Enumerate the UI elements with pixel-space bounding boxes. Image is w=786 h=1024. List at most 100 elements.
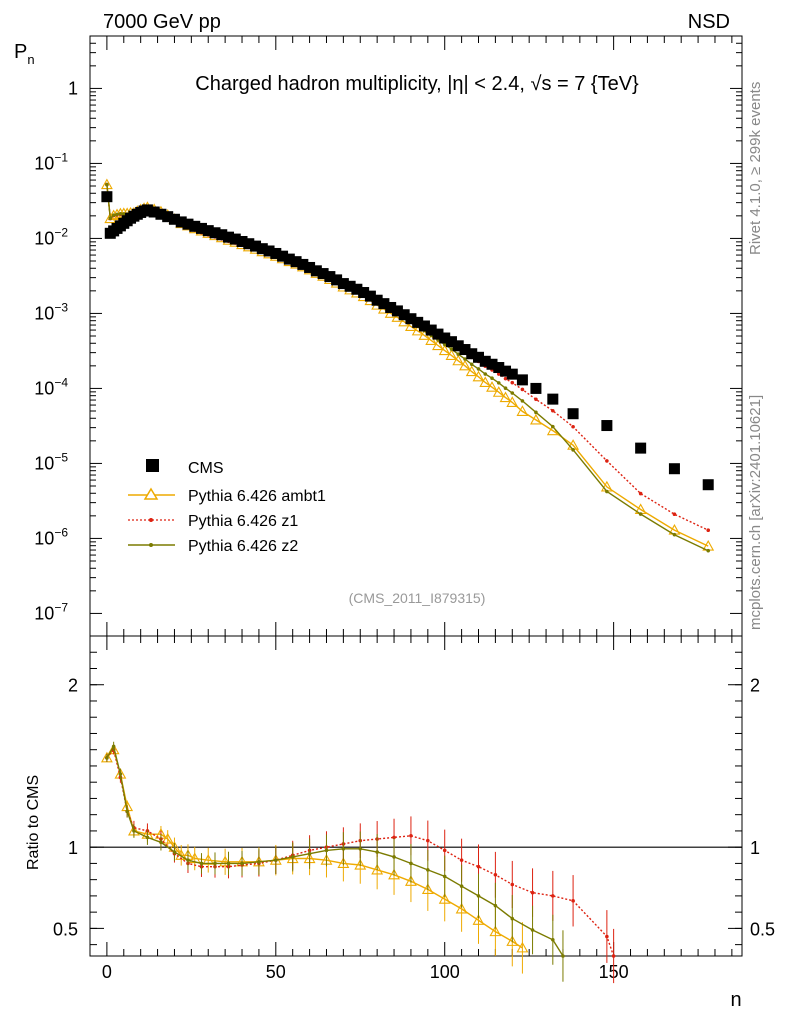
cms-data-point — [530, 382, 542, 394]
cms-data-point — [317, 268, 329, 280]
mc-main-point — [476, 367, 481, 371]
cms-data-point — [216, 229, 228, 241]
mc-ratio-point — [426, 868, 430, 872]
cms-data-point — [398, 309, 410, 321]
analysis-tag: (CMS_2011_I879315) — [349, 590, 486, 606]
mc-main-point — [472, 370, 485, 382]
cms-data-point — [256, 243, 268, 255]
mc-ratio-point — [354, 858, 367, 870]
mc-ratio-point — [605, 934, 609, 939]
cms-data-point — [148, 206, 160, 218]
header-process-label: NSD — [688, 11, 730, 33]
cms-data-point — [155, 208, 167, 220]
mc-main-point — [520, 399, 525, 403]
mc-ratio-point — [226, 861, 231, 866]
mc-main-point — [121, 212, 126, 216]
mc-ratio-point — [472, 914, 485, 925]
mc-main-point — [118, 211, 123, 216]
cms-data-point — [452, 340, 464, 352]
mc-ratio-point — [476, 894, 481, 898]
x-tick-label: 0 — [102, 962, 112, 982]
cms-data-point — [101, 191, 113, 203]
mc-main-point — [499, 391, 512, 403]
y-tick-label: 10−1 — [34, 150, 68, 173]
cms-data-point — [351, 283, 363, 295]
mc-ratio-point — [274, 858, 278, 862]
cms-data-point — [500, 365, 512, 377]
mc-main-point — [638, 512, 643, 516]
cms-data-point — [182, 218, 194, 230]
mc-ratio-point — [172, 850, 177, 854]
mc-main-point — [111, 213, 116, 217]
mc-ratio-point — [455, 902, 468, 914]
mc-ratio-point — [240, 861, 244, 866]
mc-ratio-point — [442, 874, 447, 879]
cms-data-point — [229, 233, 241, 245]
mc-main-point — [449, 347, 454, 351]
legend-z2-marker — [149, 543, 153, 547]
cms-data-point — [567, 408, 579, 420]
cms-data-point — [236, 235, 248, 247]
cms-data-point — [250, 240, 262, 252]
mc-ratio-point — [118, 772, 123, 776]
legend-cms-label: CMS — [188, 460, 224, 477]
mc-ratio-point — [371, 863, 384, 875]
cms-data-point — [168, 213, 180, 225]
cms-data-point — [141, 204, 153, 216]
mc-ratio-point — [388, 868, 400, 880]
mc-main-point — [492, 386, 505, 397]
mc-main-point — [706, 548, 711, 553]
cms-data-point — [601, 420, 613, 432]
mc-main-point — [432, 339, 444, 351]
mc-main-point — [496, 372, 501, 376]
cms-data-point — [466, 348, 478, 360]
mc-ratio-point — [392, 855, 396, 859]
mc-main-point — [706, 528, 711, 533]
mc-ratio-point — [404, 875, 417, 886]
cms-data-point — [432, 328, 444, 340]
mc-main-point — [529, 413, 542, 425]
mc-ratio-point — [493, 872, 498, 877]
mc-main-point — [516, 405, 529, 416]
mc-main-point — [571, 448, 575, 452]
mc-ratio-point — [510, 882, 515, 887]
mc-main-point — [520, 387, 525, 392]
mc-main-line — [106, 184, 709, 531]
mc-ratio-point — [516, 941, 529, 953]
mc-ratio-point — [409, 833, 413, 838]
mc-ratio-point — [188, 852, 201, 864]
mc-main-point — [108, 216, 113, 221]
mc-ratio-point — [358, 846, 363, 851]
mc-main-point — [672, 532, 677, 537]
cms-data-point — [418, 320, 430, 332]
mc-ratio-point — [506, 935, 519, 946]
legend-z1-label: Pythia 6.426 z1 — [188, 513, 298, 530]
mc-ratio-point — [159, 840, 163, 845]
mc-main-point — [463, 357, 467, 361]
cms-data-point — [277, 250, 289, 262]
data-series — [100, 178, 715, 984]
cms-data-point — [459, 344, 471, 356]
mc-ratio-point — [426, 838, 430, 843]
mc-main-point — [638, 491, 643, 496]
y-tick-label: 1 — [68, 78, 78, 98]
mc-ratio-point — [213, 861, 217, 866]
ratio-y-tick-label-right: 0.5 — [750, 919, 775, 939]
legend-ambt1-label: Pythia 6.426 ambt1 — [188, 488, 326, 505]
mc-ratio-point — [202, 854, 215, 865]
mc-main-point — [469, 362, 474, 367]
cms-data-point — [547, 393, 559, 405]
mc-main-point — [551, 408, 555, 413]
cms-data-point — [506, 368, 518, 380]
mc-main-point — [465, 365, 478, 377]
mc-main-point — [534, 397, 538, 402]
mc-ratio-point — [442, 848, 447, 853]
mc-main-point — [452, 354, 465, 366]
chart-title: Charged hadron multiplicity, |η| < 2.4, … — [195, 73, 639, 95]
cms-data-point — [223, 231, 235, 243]
mc-ratio-point — [459, 884, 464, 888]
cms-data-point — [243, 238, 255, 250]
legend-ambt1-marker — [143, 487, 159, 500]
mc-main-point — [503, 376, 508, 381]
